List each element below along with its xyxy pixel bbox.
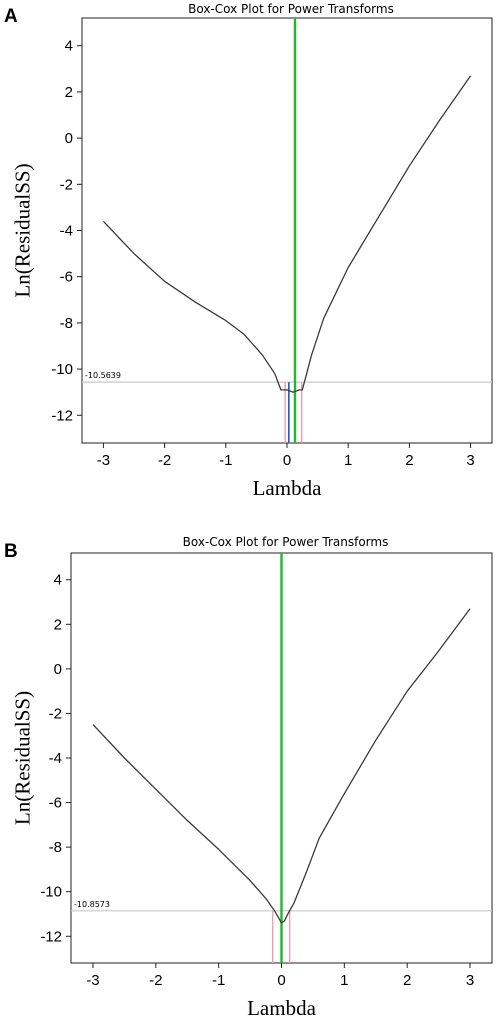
y-axis-label: Ln(ResidualSS) bbox=[10, 691, 34, 825]
x-tick-label: -2 bbox=[149, 972, 162, 989]
y-tick-label: -2 bbox=[60, 176, 73, 193]
y-tick-label: 0 bbox=[65, 130, 73, 147]
x-axis-label: Lambda bbox=[247, 996, 316, 1020]
y-tick-label: -2 bbox=[49, 705, 62, 722]
residual-reference-label: -10.8573 bbox=[74, 900, 110, 909]
y-tick-label: 4 bbox=[54, 572, 62, 589]
chart-title: Box-Cox Plot for Power Transforms bbox=[188, 2, 394, 16]
y-tick-label: -10 bbox=[51, 361, 73, 378]
residual-curve bbox=[102, 75, 472, 393]
panel-letter: A bbox=[4, 6, 18, 27]
y-tick-label: -6 bbox=[60, 269, 73, 286]
y-tick-label: -10 bbox=[40, 884, 62, 901]
y-tick-label: 0 bbox=[54, 661, 62, 678]
x-tick-label: -2 bbox=[158, 452, 171, 469]
residual-reference-label: -10.5639 bbox=[85, 371, 121, 380]
chart-title: Box-Cox Plot for Power Transforms bbox=[183, 535, 389, 549]
x-tick-label: -1 bbox=[212, 972, 225, 989]
residual-curve bbox=[92, 608, 471, 924]
y-axis-label: Ln(ResidualSS) bbox=[10, 163, 34, 297]
x-tick-label: -3 bbox=[97, 452, 110, 469]
x-tick-label: 1 bbox=[340, 972, 348, 989]
x-tick-label: 2 bbox=[405, 452, 413, 469]
x-axis-label: Lambda bbox=[253, 476, 322, 500]
x-tick-label: 0 bbox=[283, 452, 291, 469]
x-tick-label: 3 bbox=[466, 972, 474, 989]
panel-a: A Box-Cox Plot for Power Transforms -10.56… bbox=[4, 2, 493, 500]
y-tick-label: -12 bbox=[51, 407, 73, 424]
y-tick-label: -4 bbox=[60, 223, 73, 240]
y-tick-label: -8 bbox=[60, 315, 73, 332]
y-tick-label: -12 bbox=[40, 928, 62, 945]
x-tick-label: 1 bbox=[344, 452, 352, 469]
panel-b: B Box-Cox Plot for Power Transforms -10.85… bbox=[4, 535, 493, 1020]
plot-frame bbox=[81, 17, 493, 444]
x-tick-label: 0 bbox=[277, 972, 285, 989]
y-tick-label: -6 bbox=[49, 795, 62, 812]
x-tick-label: -1 bbox=[219, 452, 232, 469]
y-tick-label: -4 bbox=[49, 750, 62, 767]
x-tick-label: -3 bbox=[86, 972, 99, 989]
y-tick-label: -8 bbox=[49, 839, 62, 856]
y-tick-label: 2 bbox=[65, 84, 73, 101]
y-tick-label: 4 bbox=[65, 38, 73, 55]
x-tick-label: 2 bbox=[403, 972, 411, 989]
x-tick-label: 3 bbox=[466, 452, 474, 469]
panel-letter: B bbox=[4, 541, 18, 562]
y-tick-label: 2 bbox=[54, 616, 62, 633]
